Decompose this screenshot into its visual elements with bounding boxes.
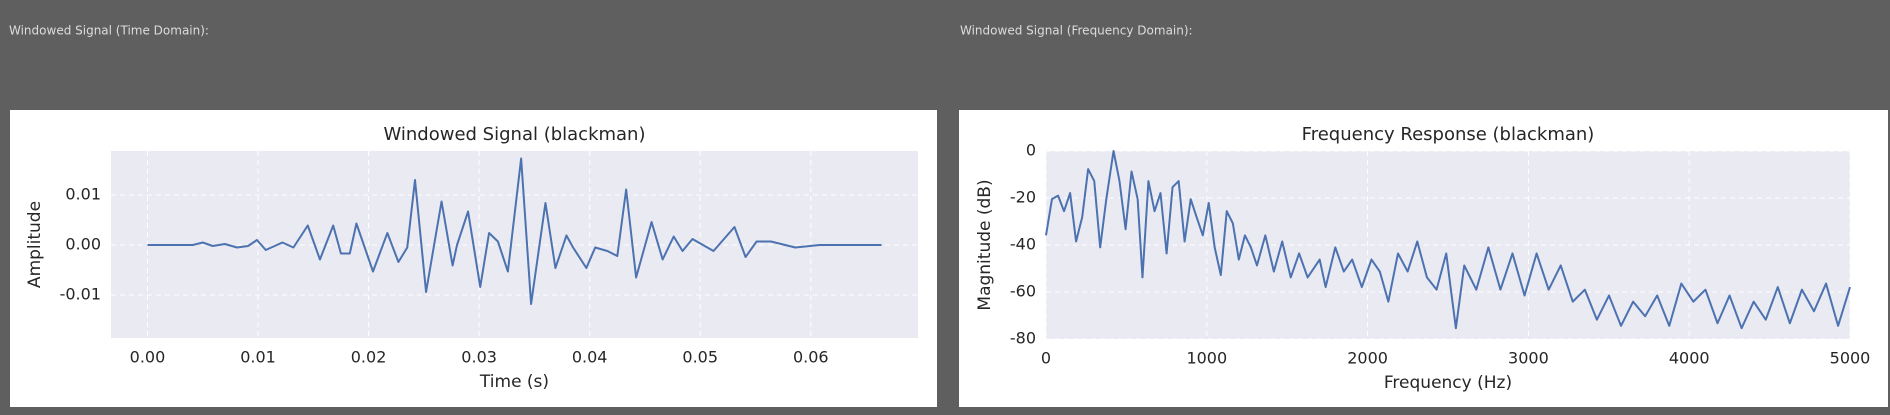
chart-title: Frequency Response (blackman) [1302, 124, 1595, 145]
x-tick-label: 0.05 [682, 348, 718, 367]
x-tick-label: 0 [1041, 349, 1051, 368]
y-tick-label: -80 [1010, 329, 1036, 348]
x-axis-label: Time (s) [479, 372, 549, 392]
data-line [1045, 150, 1851, 330]
y-tick-label: 0 [1026, 141, 1036, 160]
x-tick-label: 0.01 [240, 348, 276, 367]
x-tick-label: 1000 [1186, 349, 1227, 368]
y-tick-label: 0.00 [65, 235, 101, 254]
x-tick-label: 3000 [1508, 349, 1549, 368]
panel-label: Windowed Signal (Time Domain): [9, 24, 209, 38]
y-tick-label: -60 [1010, 282, 1036, 301]
x-tick-label: 5000 [1830, 349, 1871, 368]
y-tick-label: -20 [1010, 188, 1036, 207]
x-tick-label: 4000 [1669, 349, 1710, 368]
chart-title: Windowed Signal (blackman) [383, 124, 645, 145]
x-tick-label: 0.06 [793, 348, 829, 367]
y-axis-label: Magnitude (dB) [975, 179, 995, 310]
x-tick-label: 0.03 [461, 348, 497, 367]
y-tick-label: -0.01 [60, 285, 101, 304]
y-tick-label: 0.01 [65, 185, 101, 204]
panel-label: Windowed Signal (Frequency Domain): [960, 24, 1193, 38]
y-axis-label: Amplitude [25, 201, 45, 288]
data-line [147, 157, 882, 305]
x-tick-label: 0.00 [130, 348, 166, 367]
x-axis-label: Frequency (Hz) [1384, 373, 1512, 393]
x-tick-label: 2000 [1347, 349, 1388, 368]
x-tick-label: 0.02 [351, 348, 387, 367]
x-tick-label: 0.04 [572, 348, 608, 367]
y-tick-label: -40 [1010, 235, 1036, 254]
